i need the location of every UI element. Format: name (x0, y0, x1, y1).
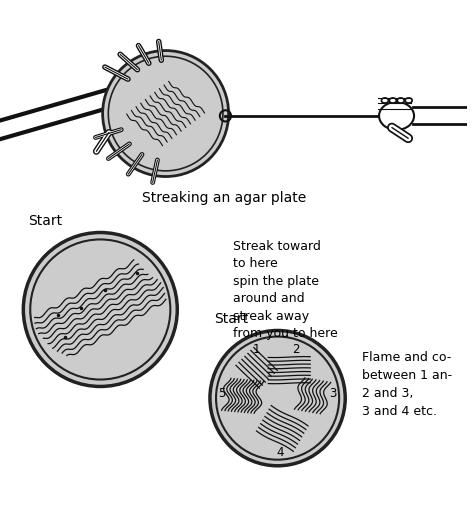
Circle shape (103, 51, 228, 177)
Circle shape (210, 330, 345, 466)
Text: 5: 5 (219, 387, 226, 400)
Text: Start: Start (215, 312, 249, 326)
Circle shape (23, 232, 177, 387)
Text: Streak toward
to here
spin the plate
around and
streak away
from you to here: Streak toward to here spin the plate aro… (233, 240, 338, 340)
Text: 1: 1 (253, 343, 260, 356)
Text: 3: 3 (329, 387, 337, 400)
Text: Streaking an agar plate: Streaking an agar plate (142, 191, 306, 205)
Ellipse shape (397, 98, 404, 103)
Ellipse shape (379, 102, 414, 130)
Text: Flame and co-
between 1 an-
2 and 3,
3 and 4 etc.: Flame and co- between 1 an- 2 and 3, 3 a… (362, 352, 452, 418)
Text: Start: Start (28, 214, 62, 228)
Text: 2: 2 (292, 343, 300, 356)
Ellipse shape (389, 98, 396, 103)
Text: 4: 4 (276, 446, 283, 459)
Ellipse shape (382, 98, 388, 103)
Ellipse shape (405, 98, 412, 103)
